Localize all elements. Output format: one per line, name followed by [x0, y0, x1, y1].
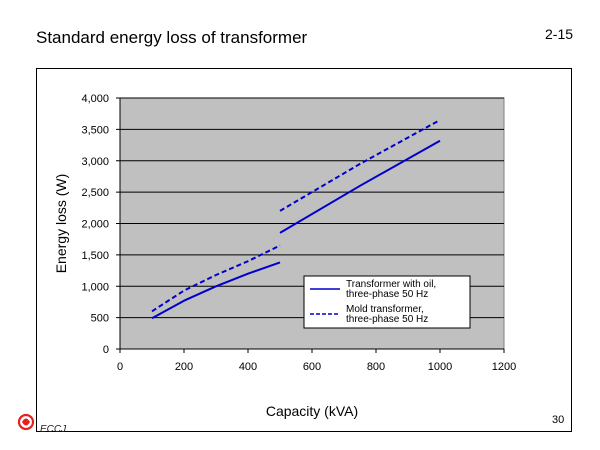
legend-box	[303, 275, 471, 329]
x-tick-label: 800	[367, 361, 385, 373]
x-tick-label: 400	[239, 361, 257, 373]
y-tick-label: 2,000	[81, 219, 109, 231]
page-number: 30	[552, 414, 565, 426]
page-code: 2-15	[545, 26, 574, 42]
y-tick-label: 3,500	[81, 124, 109, 136]
legend-label: Mold transformer,	[346, 304, 424, 315]
y-tick-label: 3,000	[81, 156, 109, 168]
y-tick-label: 2,500	[81, 187, 109, 199]
energy-loss-chart: 0 500 1,000 1,500 2,000 2,500 3,000 3,500 4,000 0…	[53, 93, 516, 419]
eccj-logo: ECCJ	[17, 413, 67, 435]
logo-text: ECCJ	[40, 424, 67, 435]
y-tick-label: 500	[91, 313, 109, 325]
y-tick-label: 1,500	[81, 250, 109, 262]
logo-mark-icon	[17, 413, 35, 431]
legend-label: three-phase 50 Hz	[346, 289, 428, 300]
slide-title: Standard energy loss of transformer	[36, 28, 308, 47]
x-tick-label: 200	[175, 361, 193, 373]
x-tick-label: 1200	[492, 361, 516, 373]
x-tick-label: 1000	[428, 361, 452, 373]
x-axis-title: Capacity (kVA)	[266, 403, 358, 419]
series-line-oil	[279, 139, 441, 234]
y-tick-label: 4,000	[81, 93, 109, 105]
y-tick-label: 0	[103, 344, 109, 356]
series-line-oil	[151, 261, 281, 320]
y-axis-title: Energy loss (W)	[53, 174, 69, 274]
series-line-mold	[151, 244, 281, 313]
legend-label: three-phase 50 Hz	[346, 314, 428, 325]
y-tick-label: 1,000	[81, 281, 109, 293]
x-tick-label: 600	[303, 361, 321, 373]
legend-label: Transformer with oil,	[346, 279, 436, 290]
x-tick-label: 0	[117, 361, 123, 373]
series-line-mold	[279, 119, 441, 212]
